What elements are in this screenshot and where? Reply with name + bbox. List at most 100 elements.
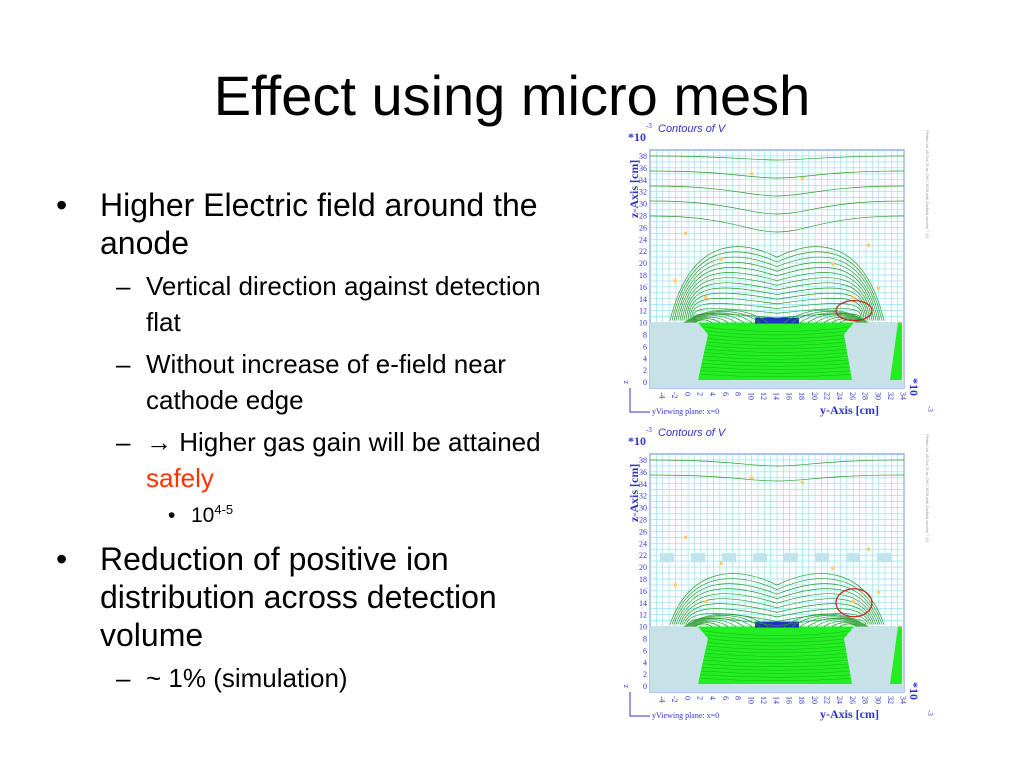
- z-tick-label: 26: [639, 527, 647, 536]
- equipotential: [695, 623, 713, 627]
- emphasis-text: safely: [146, 463, 214, 493]
- equipotential: [669, 573, 885, 625]
- highlight-ellipse: [835, 588, 873, 618]
- y-tick-label: 4: [708, 696, 717, 700]
- side-note: Plotted on 18-Oct-21 on OK/7-8/08 with G…: [925, 130, 930, 239]
- viewing-plane-label: yViewing plane: x=0: [652, 711, 719, 720]
- exponent-label: -3: [646, 426, 652, 434]
- y-tick-label: 18: [797, 696, 806, 704]
- equipotential: [691, 303, 863, 321]
- field-marker: [673, 583, 678, 587]
- y-tick-label: 14: [772, 392, 781, 400]
- field-marker: [876, 590, 881, 594]
- y-tick-label: 26: [848, 392, 857, 400]
- equipotential: [807, 313, 864, 323]
- z-tick-label: 38: [639, 456, 647, 465]
- y-tick-label: 26: [848, 696, 857, 704]
- z-tick-label: 24: [639, 235, 647, 244]
- equipotential: [687, 616, 753, 627]
- exponent-label: -3: [646, 122, 652, 130]
- equipotential: [831, 622, 859, 627]
- field-contour: [699, 667, 855, 671]
- z-tick-label: 2: [643, 670, 647, 679]
- bullet-mark: •: [56, 187, 68, 223]
- y-tick-label: -2: [670, 392, 679, 399]
- field-marker: [704, 599, 708, 604]
- field-marker: [719, 561, 723, 566]
- equipotential: [688, 313, 745, 323]
- field-contour: [699, 641, 855, 647]
- equipotential: [649, 474, 905, 482]
- sub-bullet-item: – Vertical direction against detection f…: [56, 268, 556, 340]
- field-marker: [673, 279, 678, 283]
- plot-header: Contours of V: [658, 123, 727, 135]
- exponent-label: *10: [628, 434, 646, 448]
- contour-plot-svg: Contours of V-3*10z-Axis [cm]02468101214…: [621, 122, 934, 417]
- plot-header: Contours of V: [658, 427, 727, 439]
- sub-bullet-text: Vertical direction against detection fla…: [146, 271, 541, 337]
- y-tick-label: 12: [759, 392, 768, 400]
- y-tick-label: 20: [810, 696, 819, 704]
- equipotential: [681, 603, 873, 625]
- axis-tag-z: z: [621, 684, 630, 688]
- field-marker: [719, 257, 723, 262]
- equipotential: [685, 311, 761, 323]
- field-marker: [749, 172, 754, 176]
- y-tick-label: 22: [822, 392, 831, 400]
- z-tick-label: 22: [639, 247, 647, 256]
- contour-plot-with-mesh: Contours of V -3 *10 z-Axis [cm] 0 2 4 6 8 10 12 14…: [598, 424, 938, 724]
- equipotential: [649, 459, 905, 467]
- z-tick-label: 24: [639, 539, 647, 548]
- dash-mark: –: [116, 271, 131, 301]
- field-marker: [866, 547, 871, 551]
- sub-bullet-text: Higher gas gain will be attained: [179, 427, 541, 457]
- field-contour: [699, 359, 855, 364]
- equipotential: [685, 615, 761, 627]
- equipotential: [693, 622, 721, 627]
- equipotential: [669, 246, 885, 321]
- field-contours: [699, 326, 855, 377]
- equipotential: [691, 620, 729, 627]
- y-tick-label: 14: [772, 696, 781, 704]
- bullet-list: • Higher Electric field around the anode…: [56, 186, 556, 702]
- z-tick-label: 16: [639, 283, 647, 292]
- z-tick-label: 14: [639, 295, 647, 304]
- field-contour: [699, 337, 855, 343]
- equipotential: [807, 617, 864, 627]
- y-tick-label: 10: [746, 696, 755, 704]
- y-axis-title: y-Axis [cm]: [820, 707, 879, 721]
- y-tick-label: 8: [734, 392, 743, 396]
- z-axis-title: z-Axis [cm]: [627, 160, 641, 218]
- z-tick-label: 0: [643, 682, 647, 691]
- y-tick-label: 30: [873, 696, 882, 704]
- equipotential: [693, 318, 721, 323]
- field-contour: [699, 663, 855, 668]
- dash-mark: –: [116, 349, 131, 379]
- y-tick-label: 10: [746, 392, 755, 400]
- field-contour: [699, 366, 855, 371]
- exponent-label: -3: [926, 406, 934, 412]
- field-markers: [673, 476, 881, 604]
- exponent-label: *10: [907, 378, 921, 396]
- z-tick-label: 18: [639, 575, 647, 584]
- exponent-label: *10: [628, 130, 646, 144]
- z-tick-label: 10: [639, 319, 647, 328]
- equipotential: [695, 319, 713, 323]
- mesh-cell: [784, 553, 798, 563]
- y-tick-label: 32: [886, 392, 895, 400]
- y-tick-label: 20: [810, 392, 819, 400]
- y-tick-label: 6: [721, 696, 730, 700]
- mesh-cell: [722, 553, 736, 563]
- z-tick-label: 28: [639, 515, 647, 524]
- equipotential: [799, 312, 865, 323]
- equipotential: [675, 588, 879, 625]
- y-tick-label: 4: [708, 392, 717, 396]
- sub-bullet-text: Without increase of e-field near cathode…: [146, 349, 506, 415]
- z-tick-label: 36: [639, 164, 647, 173]
- sub-bullet-item: – Without increase of e-field near catho…: [56, 346, 556, 418]
- bullet-mark: •: [168, 504, 176, 527]
- y-tick-label: 28: [861, 392, 870, 400]
- equipotential: [688, 617, 745, 627]
- y-tick-label: -4: [657, 696, 666, 703]
- equipotential: [839, 623, 857, 627]
